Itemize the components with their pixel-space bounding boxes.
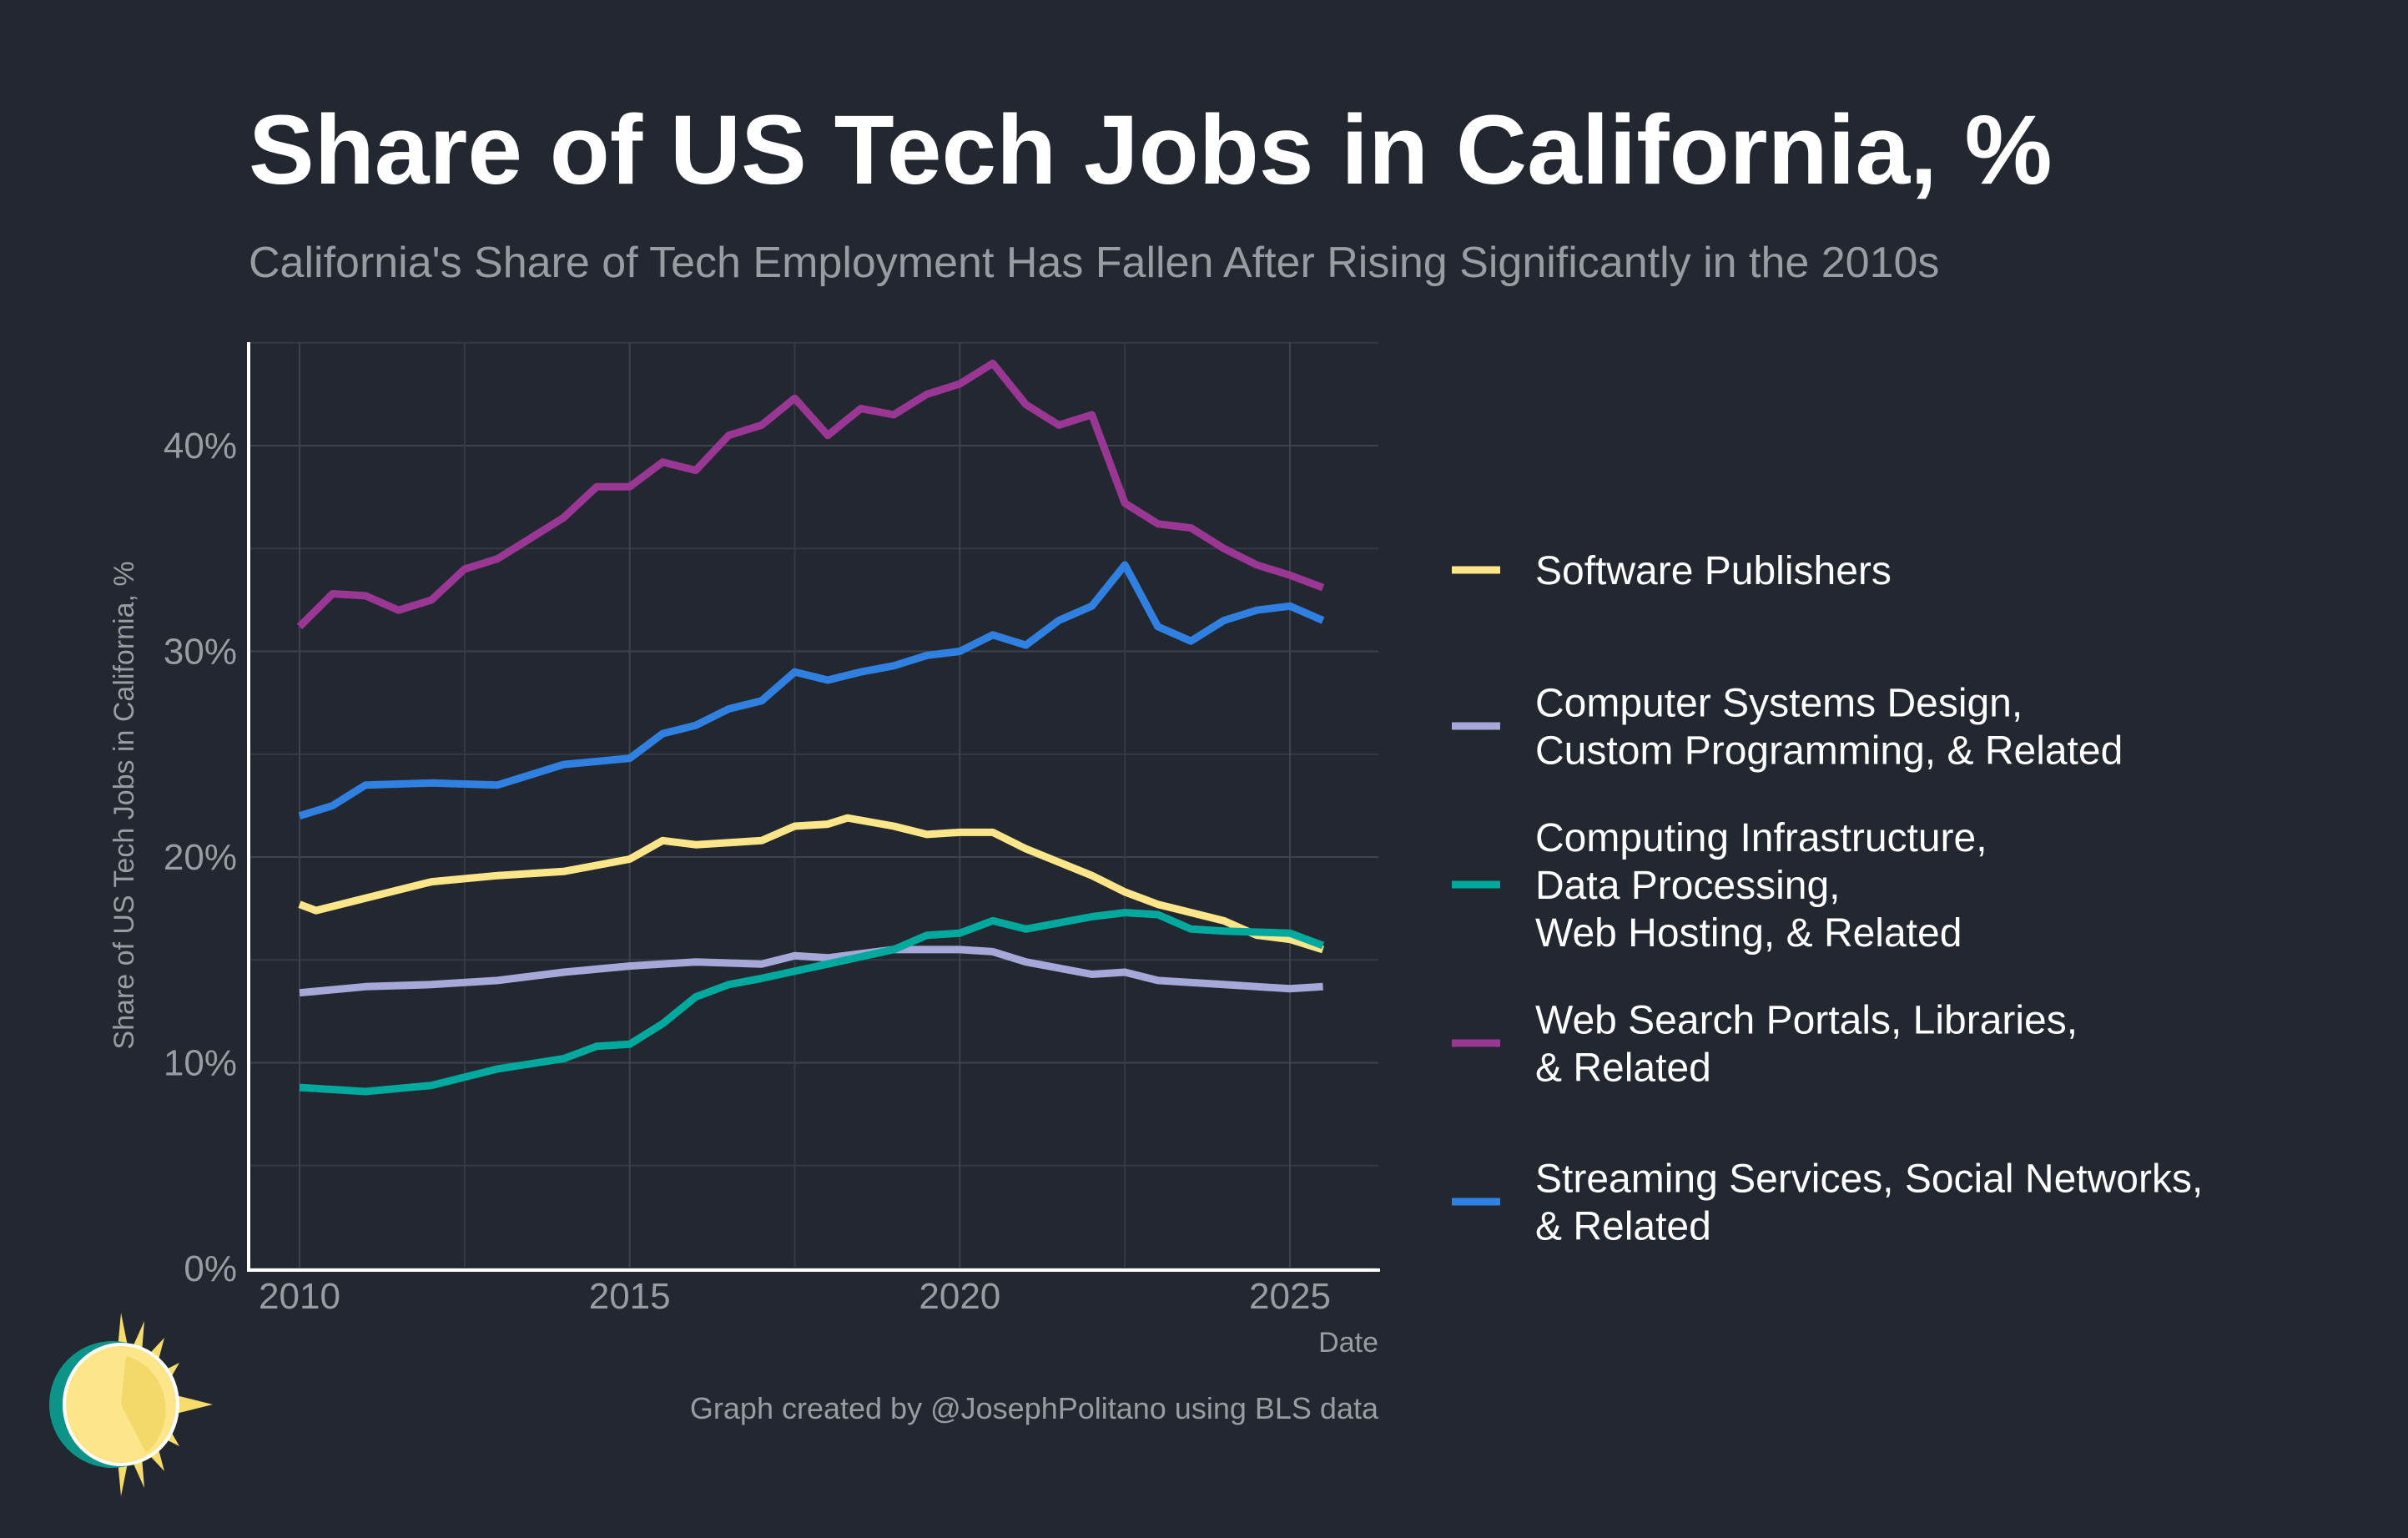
series-lines xyxy=(296,359,1325,1096)
y-tick-label: 40% xyxy=(164,426,237,466)
legend-item: Streaming Services, Social Networks,& Re… xyxy=(1452,1157,2203,1249)
y-axis-label: Share of US Tech Jobs in California, % xyxy=(108,561,140,1049)
legend-label: Streaming Services, Social Networks, xyxy=(1535,1157,2203,1202)
legend-item: Software Publishers xyxy=(1452,549,1892,593)
legend-item: Computing Infrastructure,Data Processing… xyxy=(1452,816,1987,956)
x-tick-label: 2015 xyxy=(589,1276,671,1317)
tick-labels: 0% 10% 20% 30% 40% 2010 2015 2020 2025 xyxy=(164,426,1331,1317)
series-line xyxy=(296,359,1325,630)
x-tick-label: 2025 xyxy=(1249,1276,1331,1317)
grid xyxy=(249,341,1378,1269)
chart-title: Share of US Tech Jobs in California, % xyxy=(249,95,2053,205)
series-line xyxy=(299,909,1325,1096)
y-tick-label: 0% xyxy=(184,1248,237,1289)
legend-label: Web Hosting, & Related xyxy=(1535,911,1962,956)
legend-item: Computer Systems Design,Custom Programmi… xyxy=(1452,682,2123,774)
x-tick-label: 2010 xyxy=(259,1276,340,1317)
y-tick-label: 10% xyxy=(164,1043,237,1084)
legend-label: Web Search Portals, Libraries, xyxy=(1535,999,2078,1043)
legend: Software Publishers Computer Systems Desi… xyxy=(1452,549,2203,1249)
sun-logo-icon xyxy=(49,1313,213,1496)
x-tick-label: 2020 xyxy=(919,1276,1000,1317)
legend-label: Data Processing, xyxy=(1535,864,1841,908)
legend-label: Computer Systems Design, xyxy=(1535,682,2023,726)
legend-label: & Related xyxy=(1535,1046,1711,1091)
x-axis-label: Date xyxy=(1318,1327,1378,1359)
y-tick-label: 20% xyxy=(164,837,237,878)
series-line xyxy=(298,561,1325,819)
legend-label: Custom Programming, & Related xyxy=(1535,729,2123,774)
legend-item: Web Search Portals, Libraries,& Related xyxy=(1452,999,2078,1091)
legend-label: Software Publishers xyxy=(1535,549,1892,593)
chart-subtitle: California's Share of Tech Employment Ha… xyxy=(249,239,1939,287)
series-line xyxy=(298,814,1324,954)
credit-text: Graph created by @JosephPolitano using B… xyxy=(690,1391,1379,1425)
legend-label: & Related xyxy=(1535,1205,1711,1249)
legend-label: Computing Infrastructure, xyxy=(1535,816,1987,860)
axes xyxy=(247,342,1380,1272)
y-tick-label: 30% xyxy=(164,632,237,673)
